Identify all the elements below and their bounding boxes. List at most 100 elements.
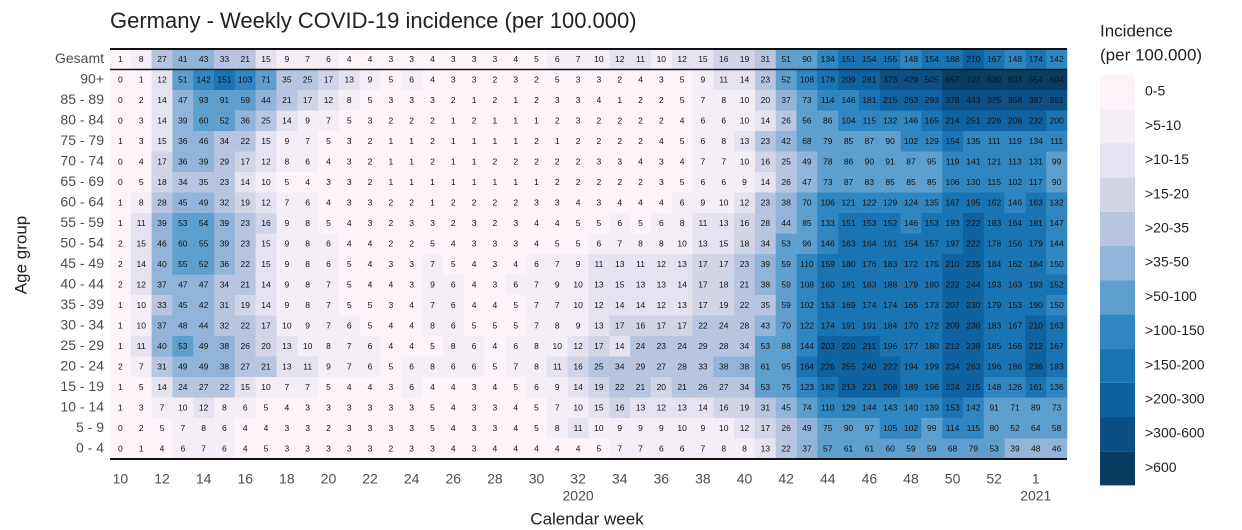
heatmap-cell: [1025, 69, 1047, 91]
heatmap-cell: [1004, 315, 1026, 337]
cell-label: 17: [594, 341, 604, 351]
cell-label: 22: [698, 321, 708, 331]
cell-label: 222: [966, 239, 980, 249]
heatmap-cell: [983, 397, 1005, 419]
heatmap-cell: [110, 377, 132, 398]
cell-label: 5: [139, 177, 144, 187]
heatmap-cell: [505, 397, 527, 419]
cell-label: 12: [573, 341, 583, 351]
heatmap-cell: [567, 131, 589, 152]
cell-label: 106: [945, 177, 959, 187]
heatmap-cell: [172, 438, 194, 460]
heatmap-cell: [276, 295, 298, 316]
heatmap-cell: [234, 397, 256, 419]
heatmap-cell: [713, 151, 735, 173]
cell-label: 14: [157, 116, 167, 126]
cell-label: 2: [409, 198, 414, 208]
heatmap-cell: [422, 233, 444, 255]
heatmap-cell: [817, 90, 839, 111]
heatmap-cell: [962, 131, 985, 152]
legend-label: >50-100: [1145, 288, 1197, 304]
heatmap-cell: [858, 418, 881, 439]
cell-label: 2: [493, 75, 498, 85]
cell-label: 153: [925, 218, 939, 228]
heatmap-cell: [214, 172, 236, 193]
y-tick-label: 65 - 69: [60, 173, 104, 189]
cell-label: 3: [409, 259, 414, 269]
cell-label: 23: [657, 341, 667, 351]
cell-label: 4: [430, 382, 435, 392]
cell-label: 13: [282, 362, 292, 372]
cell-label: 15: [157, 136, 167, 146]
cell-label: 1: [118, 300, 123, 310]
cell-label: 12: [677, 54, 687, 64]
heatmap-cell: [546, 438, 568, 460]
heatmap-cell: [754, 110, 777, 132]
heatmap-cell: [713, 356, 735, 378]
heatmap-cell: [193, 110, 215, 132]
heatmap-cell: [838, 192, 860, 214]
heatmap-cell: [734, 438, 756, 460]
heatmap-cell: [713, 131, 735, 152]
cell-label: 3: [284, 423, 289, 433]
heatmap-cell: [630, 213, 652, 234]
cell-label: 133: [821, 218, 835, 228]
heatmap-cell: [838, 233, 860, 255]
cell-label: 51: [178, 75, 188, 85]
cell-label: 8: [742, 444, 747, 454]
heatmap-cell: [442, 295, 464, 316]
cell-label: 6: [597, 239, 602, 249]
cell-label: 73: [802, 95, 812, 105]
cell-label: 375: [987, 95, 1001, 105]
heatmap-cell: [526, 151, 548, 173]
heatmap-cell: [650, 49, 673, 70]
cell-label: 39: [761, 259, 771, 269]
heatmap-cell: [942, 315, 964, 337]
heatmap-cell: [962, 438, 985, 460]
heatmap-cell: [380, 110, 402, 132]
heatmap-cell: [214, 151, 236, 173]
cell-label: 222: [966, 218, 980, 228]
heatmap-cell: [297, 192, 319, 214]
heatmap-cell: [1025, 233, 1047, 255]
cell-label: 43: [199, 54, 209, 64]
cell-label: 129: [925, 136, 939, 146]
cell-label: 7: [534, 300, 539, 310]
cell-label: 122: [800, 321, 814, 331]
heatmap-cell: [442, 49, 464, 70]
legend-label: >10-15: [1145, 151, 1189, 167]
heatmap-cell: [1025, 274, 1047, 296]
cell-label: 174: [821, 321, 835, 331]
cell-label: 4: [388, 321, 393, 331]
cell-label: 85: [844, 136, 854, 146]
cell-label: 2: [493, 218, 498, 228]
cell-label: 91: [220, 95, 230, 105]
cell-label: 0: [118, 157, 123, 167]
cell-label: 87: [844, 177, 854, 187]
heatmap-cell: [484, 254, 506, 275]
heatmap-cell: [359, 49, 381, 70]
cell-label: 10: [657, 54, 667, 64]
cell-label: 23: [761, 198, 771, 208]
cell-label: 13: [594, 280, 604, 290]
cell-label: 7: [513, 362, 518, 372]
cell-label: 2: [555, 116, 560, 126]
heatmap-cell: [130, 274, 152, 296]
cell-label: 27: [199, 382, 209, 392]
cell-label: 27: [719, 382, 729, 392]
heatmap-cell: [1046, 131, 1068, 152]
heatmap-cell: [838, 90, 860, 111]
heatmap-cell: [1046, 172, 1068, 193]
cell-label: 3: [513, 239, 518, 249]
cell-label: 6: [721, 116, 726, 126]
heatmap-cell: [380, 172, 402, 193]
heatmap-cell: [442, 172, 464, 193]
heatmap-cell: [817, 110, 839, 132]
cell-label: 36: [240, 116, 250, 126]
heatmap-cell: [234, 69, 256, 91]
heatmap-cell: [838, 213, 860, 234]
heatmap-cell: [130, 356, 152, 378]
heatmap-cell: [838, 69, 860, 91]
cell-label: 36: [178, 157, 188, 167]
cell-label: 70: [781, 321, 791, 331]
